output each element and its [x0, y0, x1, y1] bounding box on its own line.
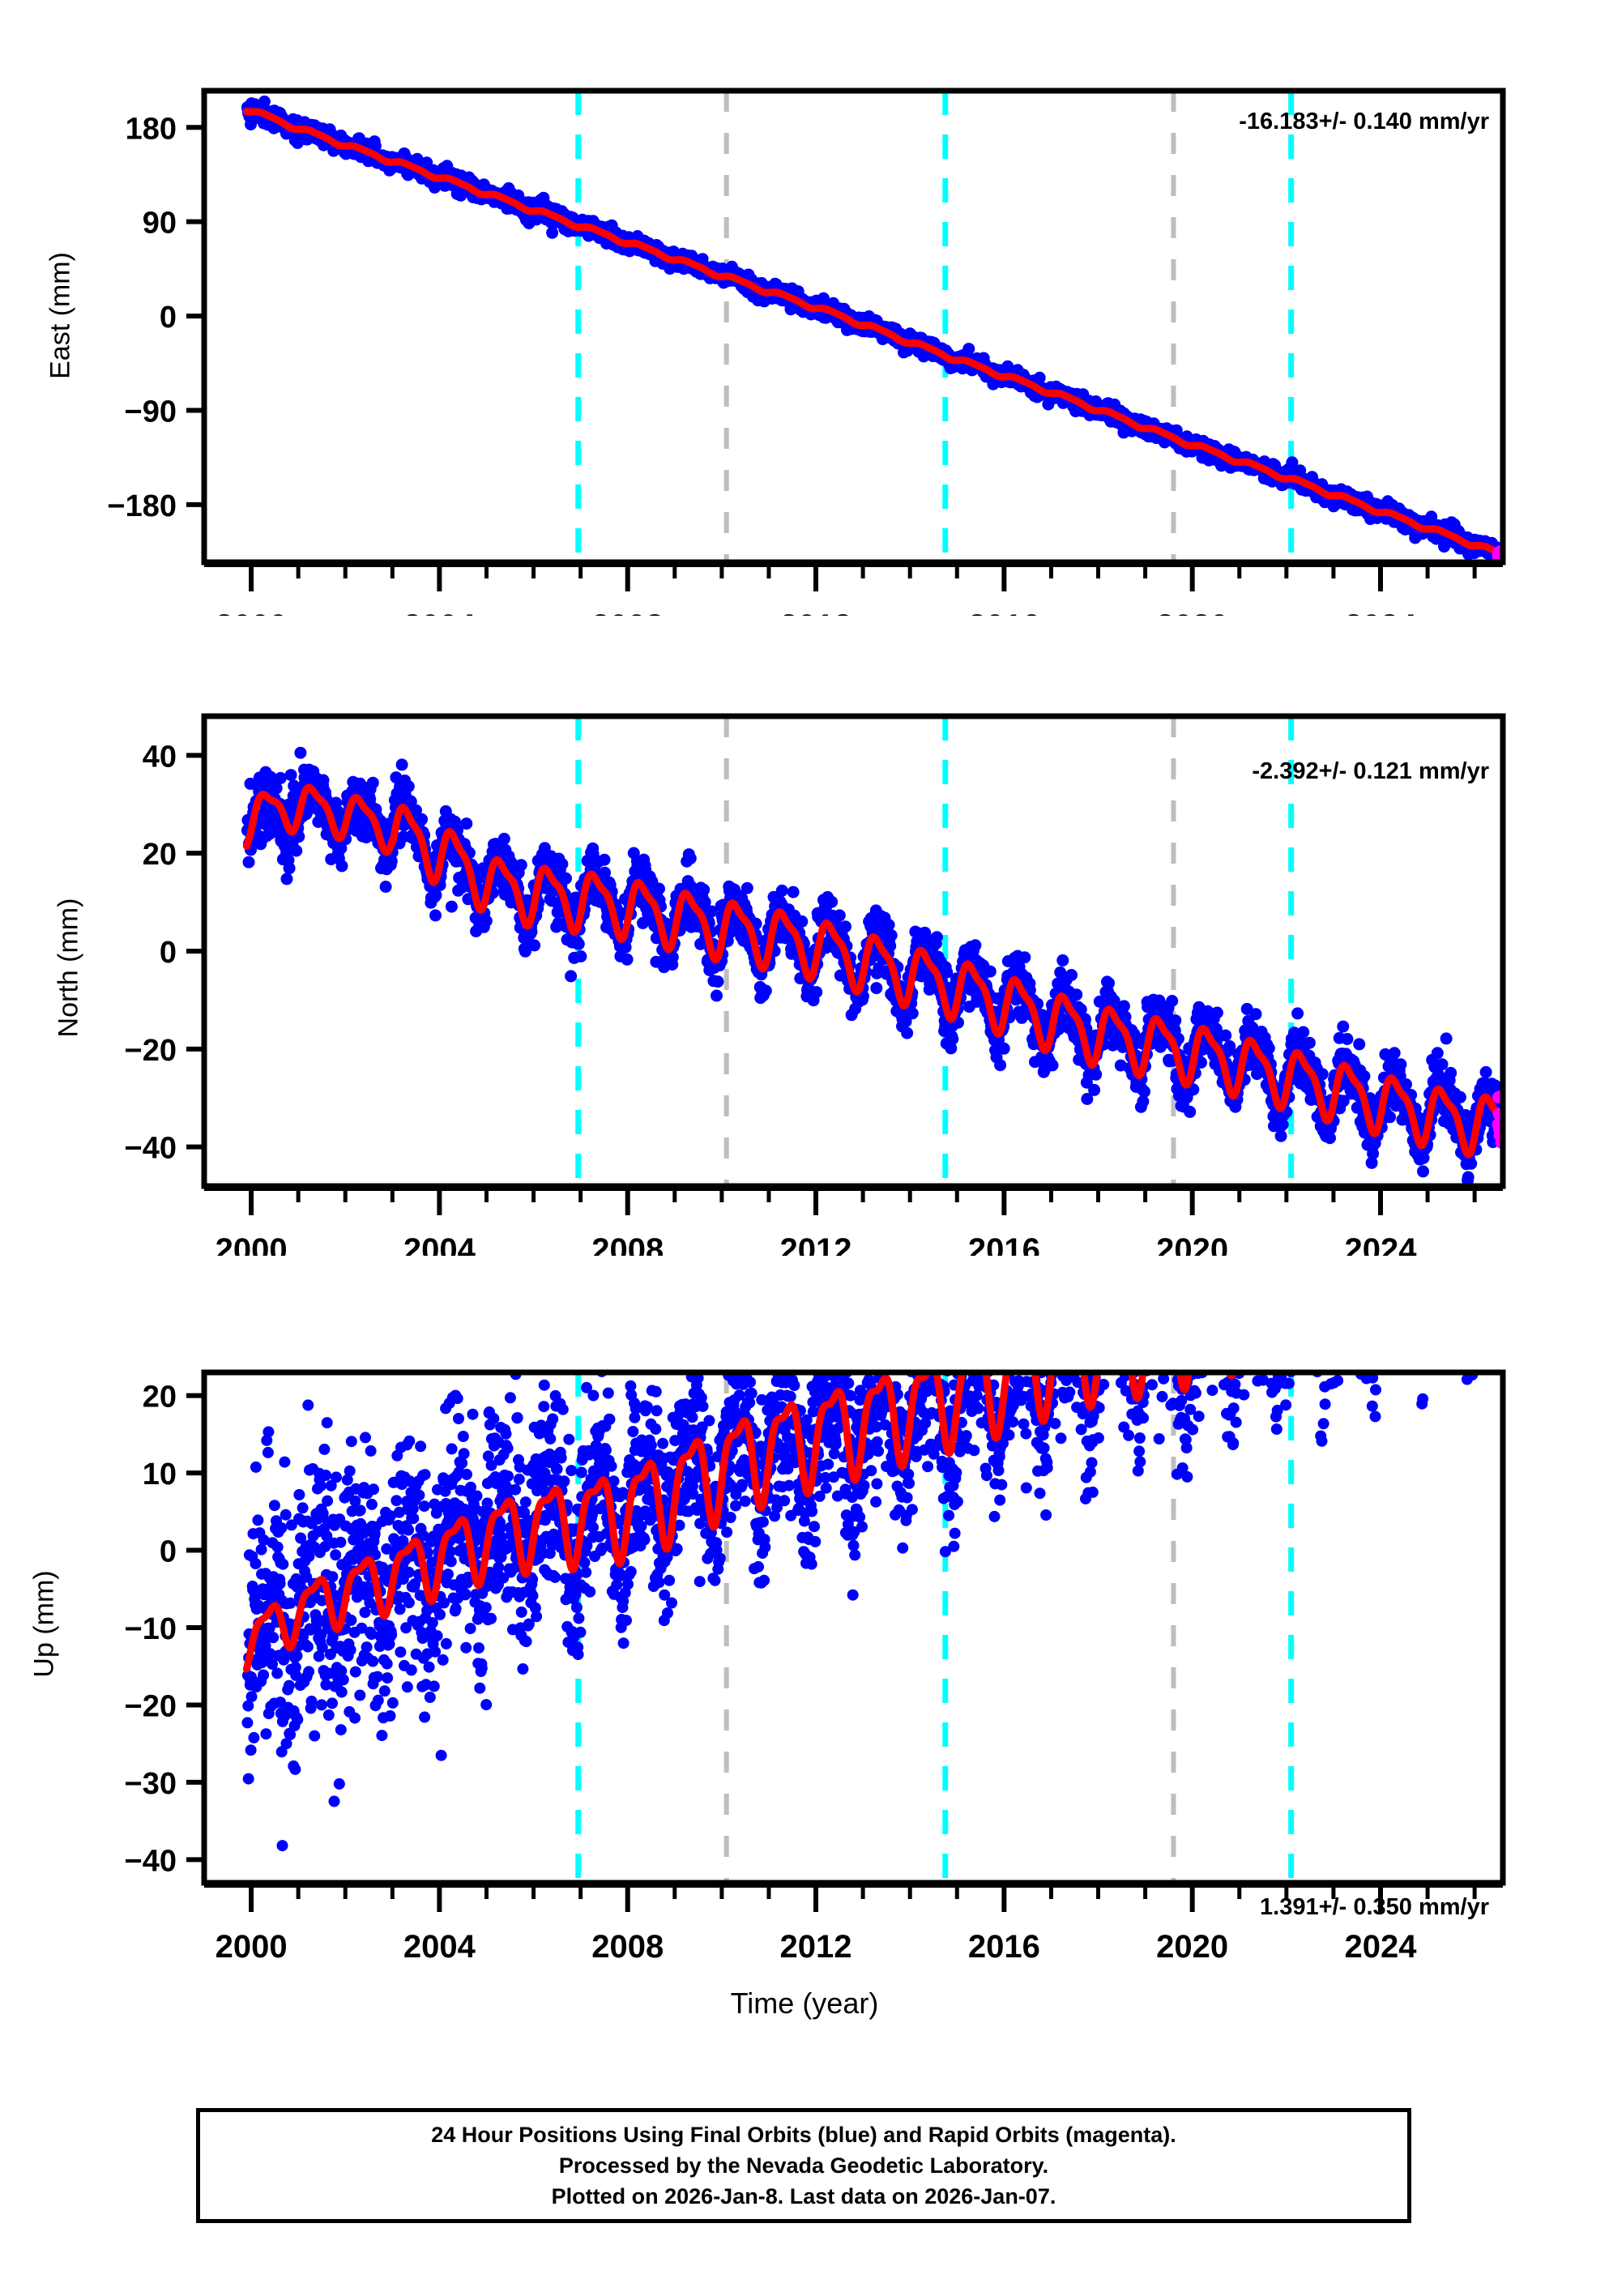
up-x-tick-label: 2004: [403, 1929, 476, 1965]
east-y-tick-label: 90: [143, 207, 177, 241]
footer-line-1: 24 Hour Positions Using Final Orbits (bl…: [431, 2122, 1176, 2147]
north-y-tick-label: −40: [125, 1132, 177, 1166]
east-y-tick-label: −180: [107, 489, 177, 523]
east-rate-annotation: -16.183+/- 0.140 mm/yr: [1239, 109, 1489, 134]
north-y-tick-label: −20: [125, 1034, 177, 1068]
east-y-axis-label: East (mm): [45, 252, 76, 379]
up-plot-svg: 20 10 0 −10 −20 −30 −40 2000 2004 2008 2012 2016 202…: [0, 1282, 1609, 2011]
up-y-tick-label: −20: [125, 1689, 177, 1723]
footer-line-3: Plotted on 2026-Jan-8. Last data on 2026…: [551, 2184, 1056, 2209]
panel-east: 180900−90−180200020042008201220162020202…: [0, 0, 1609, 640]
up-x-tick-label: 2012: [780, 1929, 852, 1965]
up-x-tick-label: 2020: [1156, 1929, 1228, 1965]
up-y-tick-label: 20: [143, 1381, 177, 1415]
north-x-axis-bar: [204, 1184, 1503, 1191]
north-x-tick-label: 2004: [403, 1232, 476, 1256]
east-plot-svg: 180900−90−180200020042008201220162020202…: [0, 0, 1609, 640]
panel-north: 40 20 0 −20 −40 2000 2004 2008 2012 2016 2020 2024: [0, 616, 1609, 1256]
up-y-tick-label: 0: [160, 1535, 177, 1569]
up-y-tick-label: −10: [125, 1612, 177, 1646]
east-model-curve: [242, 108, 1506, 558]
north-x-tick-label: 2012: [780, 1232, 852, 1256]
up-rate-annotation: 1.391+/- 0.350 mm/yr: [1260, 1894, 1489, 1920]
east-y-tick-label: −90: [125, 395, 177, 429]
up-x-tick-label: 2016: [968, 1929, 1040, 1965]
north-y-axis-label: North (mm): [53, 898, 84, 1038]
footer-caption-box: 24 Hour Positions Using Final Orbits (bl…: [196, 2108, 1411, 2223]
x-axis-label: Time (year): [730, 1987, 879, 2020]
up-x-tick-label: 2008: [591, 1929, 664, 1965]
up-x-axis-bar: [204, 1880, 1503, 1888]
up-y-tick-label: 10: [143, 1457, 177, 1492]
north-y-tick-label: 40: [143, 740, 177, 774]
panel-up: 20 10 0 −10 −20 −30 −40 2000 2004 2008 2012 2016 202…: [0, 1282, 1609, 2011]
east-x-axis-bar: [204, 560, 1503, 567]
footer-line-2: Processed by the Nevada Geodetic Laborat…: [558, 2153, 1049, 2178]
north-x-tick-label: 2020: [1156, 1232, 1228, 1256]
up-y-axis-label: Up (mm): [28, 1570, 60, 1678]
north-x-tick-label: 2016: [968, 1232, 1040, 1256]
north-x-tick-label: 2008: [591, 1232, 664, 1256]
north-rate-annotation: -2.392+/- 0.121 mm/yr: [1252, 758, 1489, 784]
north-model-curve: [242, 783, 1506, 1159]
north-x-tick-label: 2024: [1345, 1232, 1418, 1256]
north-x-tick-label: 2000: [216, 1232, 288, 1256]
north-y-tick-label: 0: [160, 936, 177, 970]
east-y-tick-label: 0: [160, 301, 177, 335]
up-x-tick-label: 2000: [216, 1929, 288, 1965]
up-x-tick-label: 2024: [1345, 1929, 1418, 1965]
north-y-tick-label: 20: [143, 838, 177, 872]
north-plot-svg: 40 20 0 −20 −40 2000 2004 2008 2012 2016 2020 2024: [0, 616, 1609, 1256]
up-y-tick-label: −30: [125, 1767, 177, 1801]
up-y-tick-label: −40: [125, 1844, 177, 1878]
east-y-tick-label: 180: [126, 112, 177, 146]
